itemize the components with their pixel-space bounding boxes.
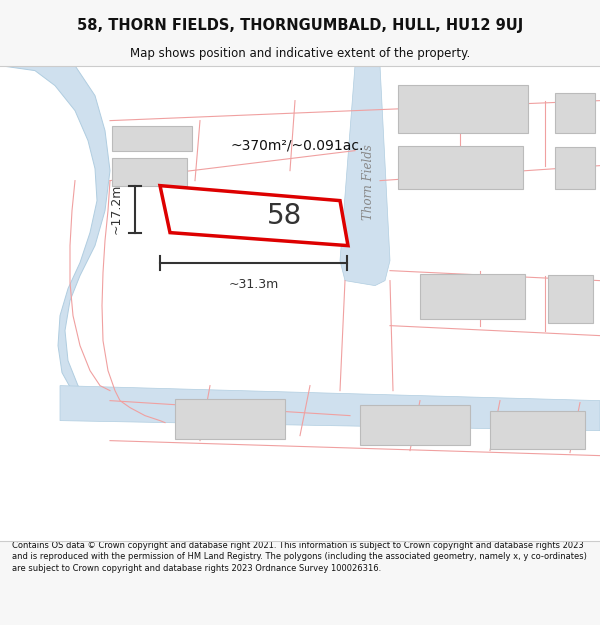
Bar — [420, 274, 525, 319]
Text: ~370m²/~0.091ac.: ~370m²/~0.091ac. — [230, 139, 364, 152]
Text: Map shows position and indicative extent of the property.: Map shows position and indicative extent… — [130, 48, 470, 60]
Bar — [555, 147, 595, 189]
Bar — [490, 411, 585, 449]
Text: 58: 58 — [267, 202, 302, 230]
Bar — [398, 84, 528, 132]
Bar — [555, 92, 595, 132]
Text: ~31.3m: ~31.3m — [229, 278, 278, 291]
Bar — [175, 399, 285, 439]
Bar — [112, 158, 187, 186]
Text: Thorn Fields: Thorn Fields — [361, 145, 374, 221]
Text: Contains OS data © Crown copyright and database right 2021. This information is : Contains OS data © Crown copyright and d… — [12, 541, 587, 573]
Text: ~17.2m: ~17.2m — [110, 184, 123, 234]
Bar — [398, 146, 523, 189]
Polygon shape — [60, 386, 600, 431]
Bar — [360, 404, 470, 444]
Bar — [112, 126, 192, 151]
Text: 58, THORN FIELDS, THORNGUMBALD, HULL, HU12 9UJ: 58, THORN FIELDS, THORNGUMBALD, HULL, HU… — [77, 18, 523, 33]
Bar — [548, 274, 593, 322]
Polygon shape — [160, 186, 348, 246]
Polygon shape — [0, 66, 110, 408]
Polygon shape — [340, 66, 390, 286]
